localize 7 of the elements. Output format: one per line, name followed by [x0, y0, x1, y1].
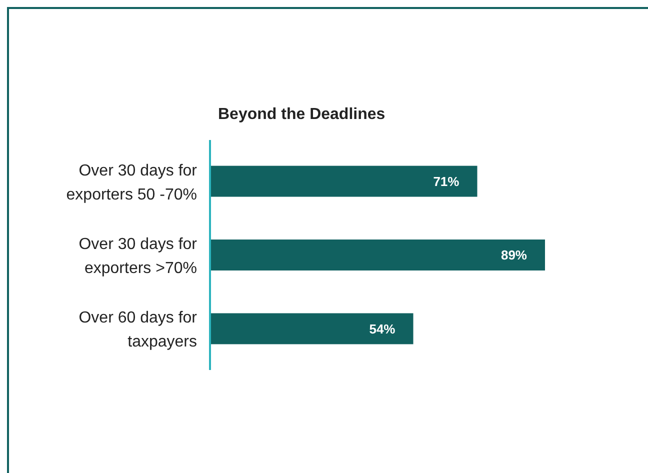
- y-tick-label: Over 30 days for exporters >70%: [78, 236, 198, 277]
- chart-title: Beyond the Deadlines: [218, 106, 386, 123]
- data-label: 54%: [369, 321, 396, 336]
- data-label: 89%: [500, 248, 528, 263]
- data-label: 71%: [433, 174, 460, 189]
- y-tick-label: Over 60 days for taxpayers: [78, 310, 198, 351]
- y-tick-label: Over 30 days for exporters 50 -70%: [66, 162, 198, 204]
